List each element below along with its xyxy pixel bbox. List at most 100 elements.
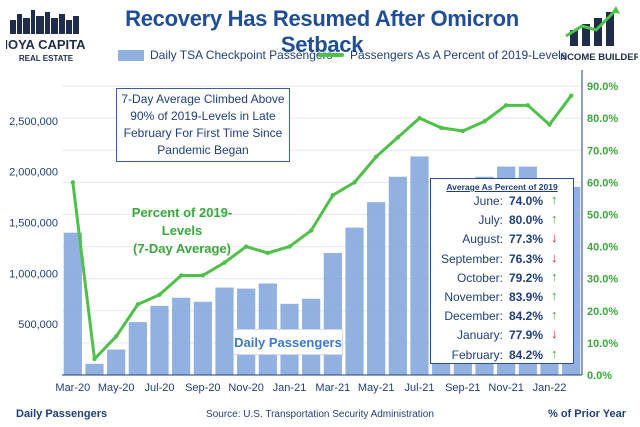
source-note: Source: U.S. Transportation Security Adm… (206, 409, 434, 420)
line-point (135, 302, 141, 307)
bar (323, 253, 342, 375)
annotation-line: 90% of 2019-Levels in Late (130, 109, 276, 123)
average-row: December: 84.2% ↑ (431, 307, 573, 326)
y-right-tick-label: 90.0% (587, 81, 618, 93)
up-arrow-icon: ↑ (551, 211, 558, 227)
logo-arrow-icon (612, 6, 620, 14)
y-left-tick-label: 2,500,000 (9, 116, 58, 128)
logo-left-line2: REAL ESTATE (19, 54, 74, 63)
bar (367, 202, 386, 375)
annotation-line: 7-Day Average Climbed Above (121, 92, 285, 106)
average-month: November: (444, 289, 503, 304)
average-value: 79.2% (509, 270, 544, 285)
y-right-tick-label: 0.0% (587, 370, 612, 382)
average-month: February: (451, 347, 503, 362)
average-row: July: 80.0% ↑ (431, 211, 573, 230)
x-tick-label: Jan-22 (533, 382, 567, 394)
bar (345, 227, 364, 375)
line-point (352, 180, 357, 185)
line-point (157, 292, 162, 297)
average-row: January: 77.9% ↓ (431, 326, 573, 345)
line-point (308, 228, 314, 233)
axes: 0.0% 10.0% 20.0% 30.0% 40.0% 50.0% 60.0% 70.0% 8… (9, 70, 618, 394)
x-tick-label: Mar-21 (315, 382, 350, 394)
hoya-capital-logo: HOYA CAPITAL REAL ESTATE (6, 10, 86, 63)
footer-left-label: Daily Passengers (16, 408, 108, 420)
line-point (482, 119, 487, 124)
percent-label: Percent of 2019-Levels (7-Day Average) (112, 204, 252, 258)
average-value: 74.0% (509, 194, 544, 208)
line-point (547, 122, 552, 127)
y-left-tick-label: 500,000 (18, 319, 58, 331)
logo-bar-icon (606, 12, 614, 46)
percent-label-line2: (7-Day Average) (132, 241, 232, 256)
line-point (113, 334, 119, 339)
legend-line-swatch (318, 53, 344, 57)
income-builder-logo: INCOME BUILDER (560, 6, 638, 63)
y-right-tick-label: 20.0% (587, 306, 618, 318)
average-month: August: (462, 232, 503, 247)
y-left-tick-label: 1,000,000 (9, 268, 58, 280)
average-table: Average As Percent of 2019 June: 74.0% ↑ Ju… (430, 178, 574, 364)
annotation-line: February For First Time Since (123, 126, 283, 140)
legend-line: Passengers As A Percent of 2019-Levels (318, 46, 567, 64)
average-month: January: (456, 328, 503, 343)
bar (150, 305, 169, 375)
line-point (92, 356, 97, 362)
annotation-box: 7-Day Average Climbed Above 90% of 2019-… (116, 88, 290, 162)
up-arrow-icon: ↑ (551, 307, 558, 323)
x-tick-label: Sep-21 (445, 382, 480, 394)
logo-bar-icon (594, 18, 602, 46)
line-point (287, 244, 292, 249)
average-month: December: (444, 309, 503, 324)
logo-bar-icon (570, 30, 578, 46)
bar (85, 363, 104, 375)
line-point (178, 273, 184, 278)
line-point (503, 103, 509, 108)
average-value: 77.9% (509, 328, 544, 343)
line-point (417, 115, 422, 121)
line-point (200, 273, 206, 278)
legend-line-label: Passengers As A Percent of 2019-Levels (350, 48, 567, 62)
legend-bar-label: Daily TSA Checkpoint Passengers (150, 48, 333, 62)
x-tick-label: May-21 (358, 382, 395, 394)
logo-bar-icon (582, 24, 590, 46)
line-point (222, 260, 227, 265)
footer-right-label: % of Prior Year (548, 408, 627, 420)
x-tick-label: Nov-21 (488, 382, 523, 394)
line-point (373, 154, 379, 159)
average-value: 84.2% (509, 309, 544, 324)
average-value: 83.9% (509, 289, 544, 304)
x-tick-label: Nov-20 (228, 382, 263, 394)
average-value: 80.0% (509, 213, 544, 228)
bar (63, 232, 82, 375)
y-left-tick-label: 1,500,000 (9, 218, 58, 230)
line-series (70, 93, 574, 362)
bar (172, 297, 191, 375)
logo-left-line1: HOYA CAPITAL (6, 37, 86, 52)
percent-label-line1: Percent of 2019-Levels (131, 205, 233, 238)
average-month: September: (440, 251, 503, 266)
average-row: November: 83.9% ↑ (431, 288, 573, 307)
line-point (568, 93, 574, 98)
x-tick-label: Mar-20 (55, 382, 90, 394)
line-point (460, 128, 466, 134)
y-right-tick-label: 80.0% (587, 113, 618, 125)
bar (388, 176, 407, 375)
line-point (395, 135, 401, 140)
bar (215, 287, 234, 375)
bar (410, 156, 429, 375)
line-point (265, 250, 271, 256)
up-arrow-icon: ↑ (551, 192, 558, 207)
daily-passengers-label: Daily Passengers (233, 329, 343, 355)
y-right-tick-label: 30.0% (587, 274, 618, 286)
bar (107, 349, 126, 375)
line-point (525, 103, 531, 108)
y-left-tick-label: 2,000,000 (9, 167, 58, 179)
annotation-line: Pandemic Began (157, 143, 249, 157)
average-row: August: 77.3% ↓ (431, 230, 573, 249)
x-tick-label: Jul-21 (405, 382, 435, 394)
line-point (243, 244, 249, 249)
bar (128, 322, 147, 375)
y-right-tick-label: 60.0% (587, 177, 618, 189)
